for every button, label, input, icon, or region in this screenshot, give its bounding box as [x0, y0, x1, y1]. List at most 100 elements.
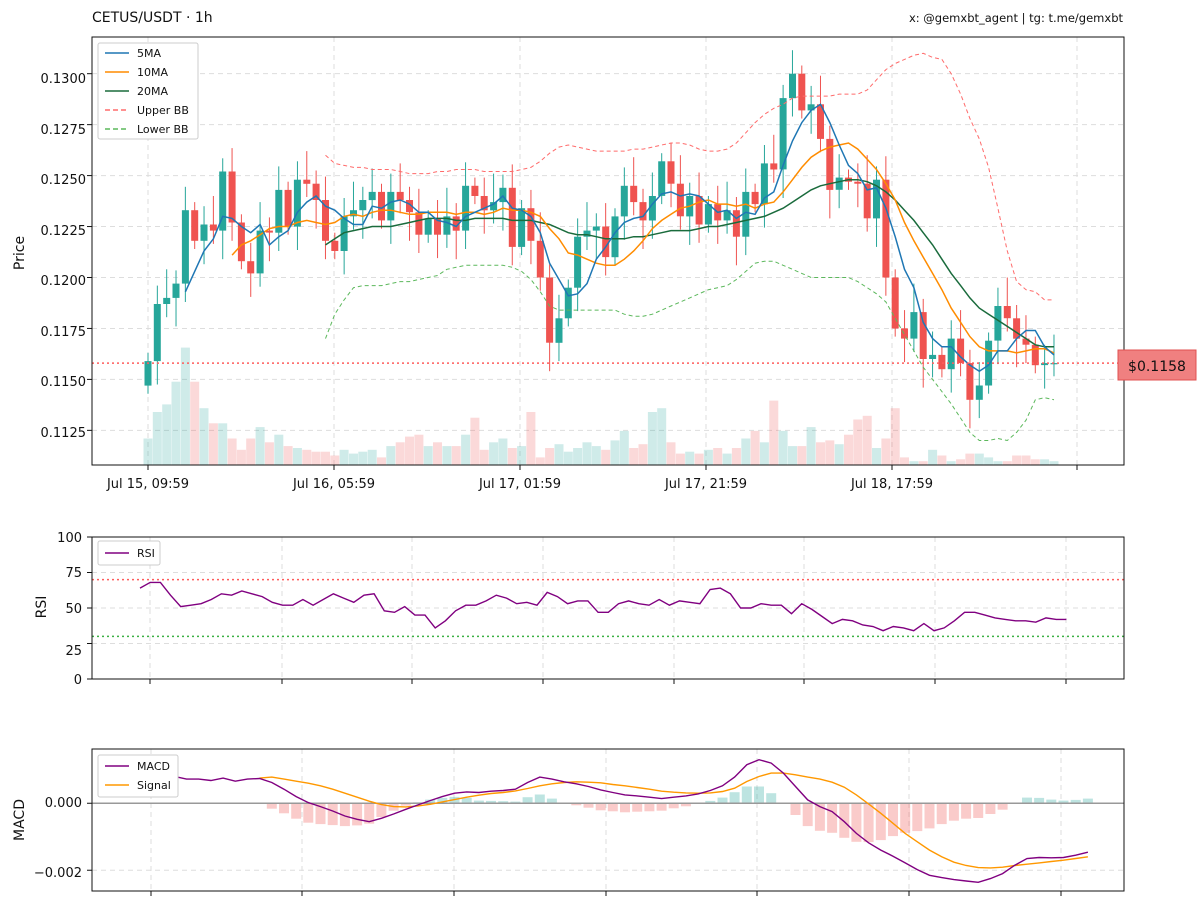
volume-bar	[386, 446, 396, 465]
candle-body	[947, 338, 955, 370]
macd-histogram-bar	[802, 803, 813, 827]
volume-bar	[218, 423, 228, 465]
macd-histogram-bar	[924, 803, 935, 829]
macd-histogram-bar	[644, 803, 655, 812]
macd-histogram-bar	[486, 800, 496, 804]
candle-body	[676, 183, 684, 217]
macd-histogram-bar	[303, 803, 314, 823]
volume-bar	[909, 461, 919, 465]
macd-histogram-bar	[1034, 797, 1045, 804]
volume-bar	[274, 434, 284, 465]
volume-bar	[470, 417, 480, 465]
macd-histogram-bar	[461, 797, 472, 804]
volume-bar	[358, 451, 368, 465]
candle-body	[536, 240, 544, 278]
candle-body	[910, 312, 918, 339]
volume-bar	[143, 438, 153, 465]
volume-bar	[657, 408, 667, 465]
ma5-line	[184, 103, 1055, 373]
volume-bar	[405, 436, 414, 465]
candle-body	[835, 177, 843, 190]
volume-bar	[479, 449, 489, 465]
macd-histogram-bar	[814, 803, 825, 831]
macd-histogram-bar	[741, 786, 752, 804]
volume-bar	[582, 442, 592, 465]
candle-body	[293, 179, 301, 227]
candle-body	[508, 187, 516, 247]
candle-body	[228, 171, 236, 223]
macd-histogram-bar	[985, 803, 996, 814]
macd-histogram-bar	[851, 803, 862, 842]
price-frame	[91, 36, 1125, 466]
volume-bar	[264, 442, 274, 465]
volume-bar	[918, 461, 928, 465]
macd-histogram-bar	[656, 803, 667, 811]
volume-bar	[190, 381, 200, 465]
volume-bar	[573, 448, 583, 465]
volume-bar	[442, 446, 452, 465]
candle-body	[144, 361, 152, 386]
volume-bar	[900, 457, 909, 465]
candle-body	[406, 200, 413, 213]
volume-bar	[610, 440, 620, 465]
volume-bar	[1040, 459, 1050, 465]
signal-line	[259, 772, 1088, 869]
volume-bar	[778, 430, 788, 465]
macd-histogram-bar	[583, 803, 594, 808]
volume-bar	[283, 446, 293, 465]
candle-body	[658, 161, 666, 196]
volume-bar	[666, 442, 676, 465]
legend-label: RSI	[137, 547, 155, 560]
volume-bar	[685, 451, 695, 465]
candle-body	[1003, 306, 1011, 319]
volume-bar	[806, 427, 816, 465]
volume-bar	[507, 448, 517, 465]
candle-body	[564, 287, 572, 319]
macd-histogram-bar	[632, 803, 643, 812]
credit-text: x: @gemxbt_agent | tg: t.me/gemxbt	[909, 11, 1124, 25]
chart-title: CETUS/USDT · 1h	[92, 10, 213, 26]
candle-body	[826, 138, 834, 190]
volume-bar	[162, 404, 172, 465]
macd-histogram-bar	[790, 803, 801, 815]
volume-bar	[759, 442, 769, 465]
macd-axis-label: MACD	[12, 799, 28, 841]
candle-body	[929, 354, 937, 359]
candle-body	[452, 216, 460, 231]
price-y-tick: 0.1200	[41, 274, 87, 289]
macd-histogram-bar	[875, 803, 886, 841]
candle-body	[424, 218, 432, 235]
candle-body	[387, 191, 395, 221]
macd-histogram-bar	[754, 786, 764, 804]
volume-bar	[171, 381, 181, 465]
candle-body	[200, 224, 208, 241]
macd-histogram-bar	[400, 803, 411, 806]
volume-bar	[433, 442, 442, 465]
volume-bar	[517, 446, 527, 465]
volume-bar	[1002, 461, 1012, 465]
candle-body	[1041, 363, 1049, 366]
candle-body	[667, 161, 675, 184]
candle-body	[611, 216, 619, 258]
macd-plot-area	[92, 749, 1124, 891]
volume-bar	[881, 438, 891, 465]
volume-bar	[1030, 459, 1040, 465]
macd-histogram-bar	[522, 797, 533, 804]
rsi-panel	[87, 536, 1125, 684]
volume-bar	[731, 448, 741, 465]
volume-bar	[647, 412, 657, 465]
macd-histogram-bar	[279, 803, 289, 814]
candle-body	[807, 104, 815, 111]
volume-bar	[292, 448, 302, 465]
x-tick-label: Jul 17, 21:59	[664, 477, 747, 492]
volume-bar	[535, 457, 545, 465]
candle-body	[181, 210, 189, 284]
macd-frame	[91, 748, 1125, 892]
candle-body	[863, 183, 871, 219]
volume-bar	[199, 408, 209, 465]
macd-histogram-bar	[766, 793, 777, 804]
candle-body	[247, 261, 255, 274]
volume-bar	[255, 427, 265, 465]
candle-body	[350, 210, 357, 217]
candle-body	[732, 210, 740, 237]
